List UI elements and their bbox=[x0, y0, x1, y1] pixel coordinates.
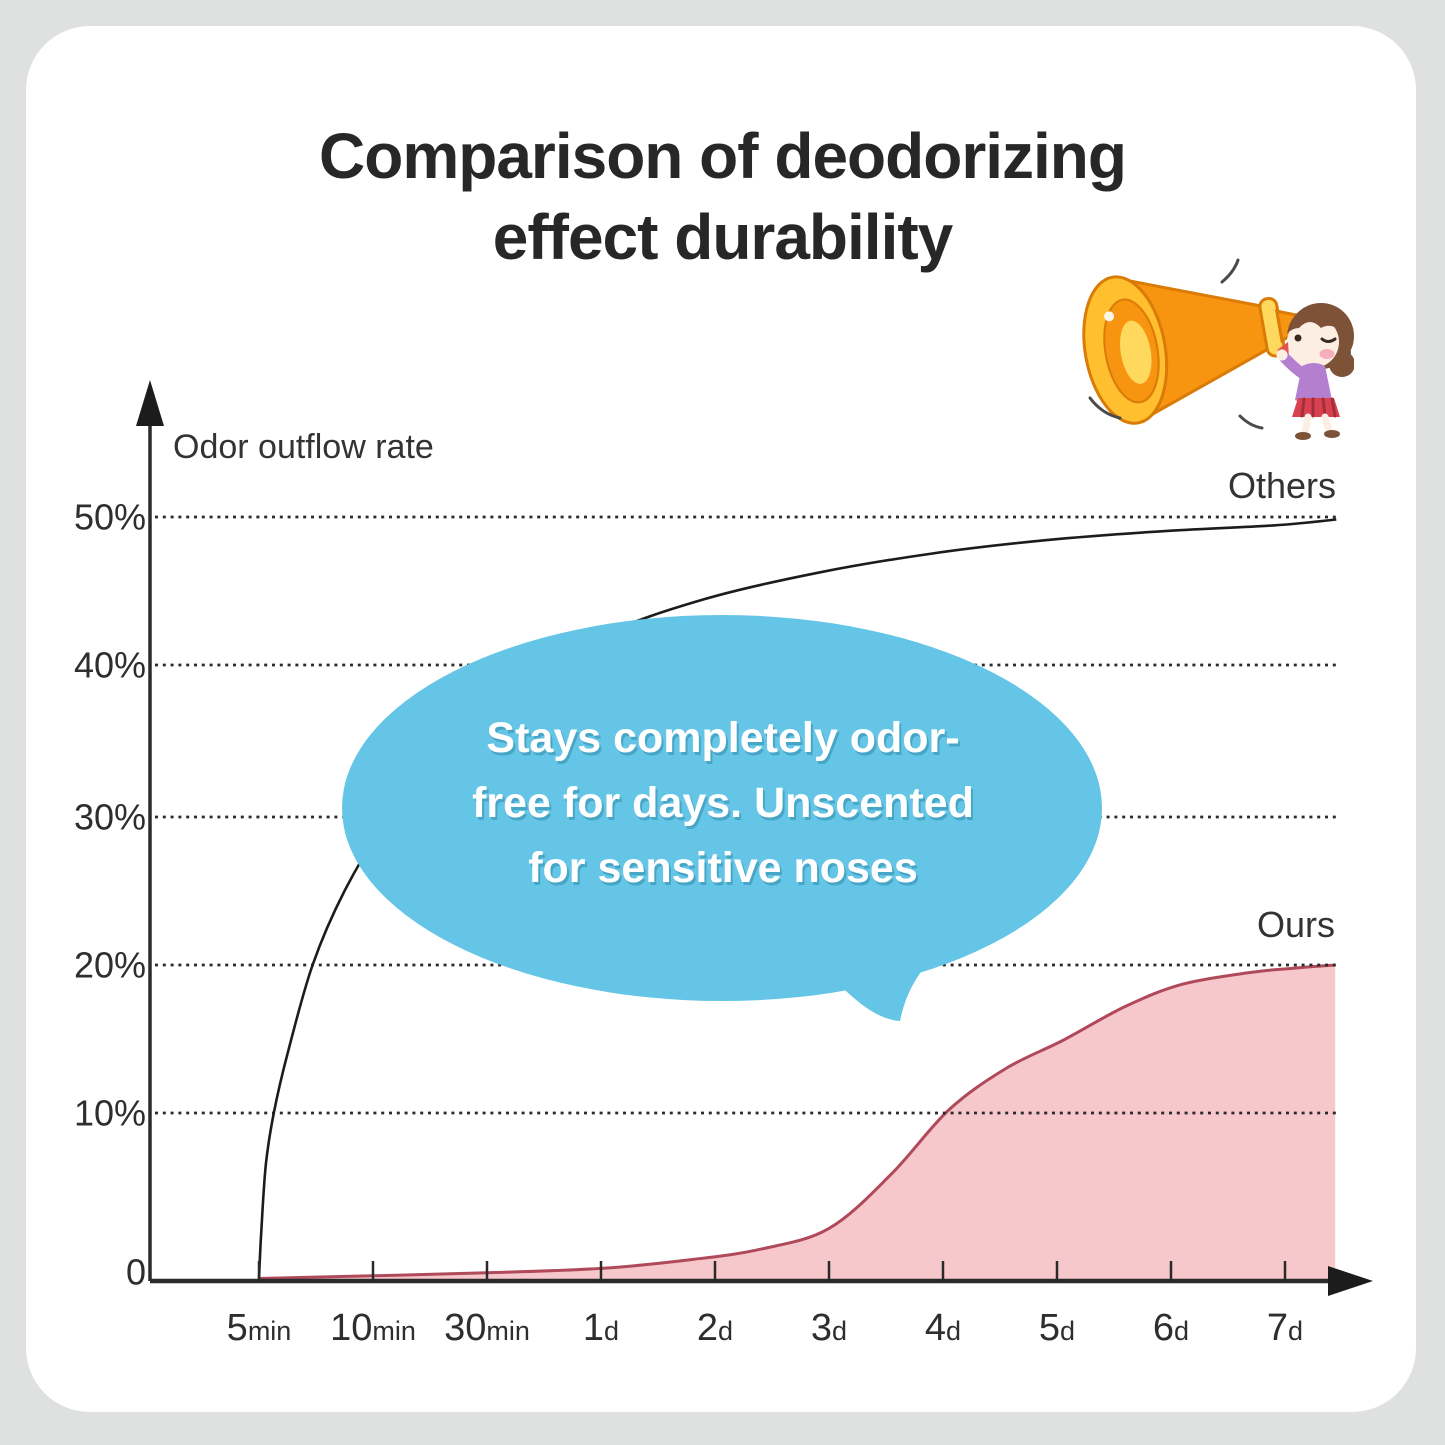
ours-series-label: Ours bbox=[1257, 904, 1335, 945]
x-tick-label-7d: 7d bbox=[1267, 1307, 1303, 1349]
x-tick-label-1d: 1d bbox=[583, 1307, 619, 1349]
x-tick-label-2d: 2d bbox=[697, 1307, 733, 1349]
y-tick-label-50: 50% bbox=[74, 497, 146, 538]
x-tick-label-6d: 6d bbox=[1153, 1307, 1189, 1349]
speech-bubble bbox=[342, 615, 1102, 1021]
y-axis-title: Odor outflow rate bbox=[173, 428, 434, 466]
megaphone-girl-illustration bbox=[1082, 258, 1354, 440]
title-line-2: effect durability bbox=[492, 201, 954, 273]
x-tick-marks bbox=[257, 1261, 1287, 1281]
y-tick-label-40: 40% bbox=[74, 645, 146, 686]
x-tick-label-5min: 5min bbox=[227, 1307, 292, 1349]
x-tick-labels: 5min 10min 30min 1d 2d 3d 4d 5d 6d 7d bbox=[227, 1307, 1303, 1349]
x-tick-label-10min: 10min bbox=[330, 1307, 416, 1349]
y-tick-labels: 50% 40% 30% 20% 10% 0 bbox=[74, 497, 146, 1293]
page-title: Comparison of deodorizing effect durabil… bbox=[0, 116, 1445, 278]
girl-figure bbox=[1276, 303, 1354, 440]
x-tick-label-5d: 5d bbox=[1039, 1307, 1075, 1349]
y-tick-label-30: 30% bbox=[74, 797, 146, 838]
ours-curve bbox=[258, 963, 1336, 1280]
x-tick-label-4d: 4d bbox=[925, 1307, 961, 1349]
y-tick-label-10: 10% bbox=[74, 1093, 146, 1134]
x-axis-arrow bbox=[1328, 1266, 1373, 1296]
others-series-label: Others bbox=[1228, 465, 1336, 506]
x-tick-label-3d: 3d bbox=[811, 1307, 847, 1349]
axes bbox=[148, 398, 1340, 1284]
x-tick-label-30min: 30min bbox=[444, 1307, 530, 1349]
y-tick-label-20: 20% bbox=[74, 945, 146, 986]
speech-bubble-body bbox=[342, 615, 1102, 1001]
ours-area bbox=[259, 965, 1336, 1281]
y-axis-arrow bbox=[136, 380, 164, 426]
megaphone-icon bbox=[1082, 275, 1301, 425]
y-tick-label-0: 0 bbox=[126, 1252, 146, 1293]
title-line-1: Comparison of deodorizing bbox=[319, 120, 1127, 192]
